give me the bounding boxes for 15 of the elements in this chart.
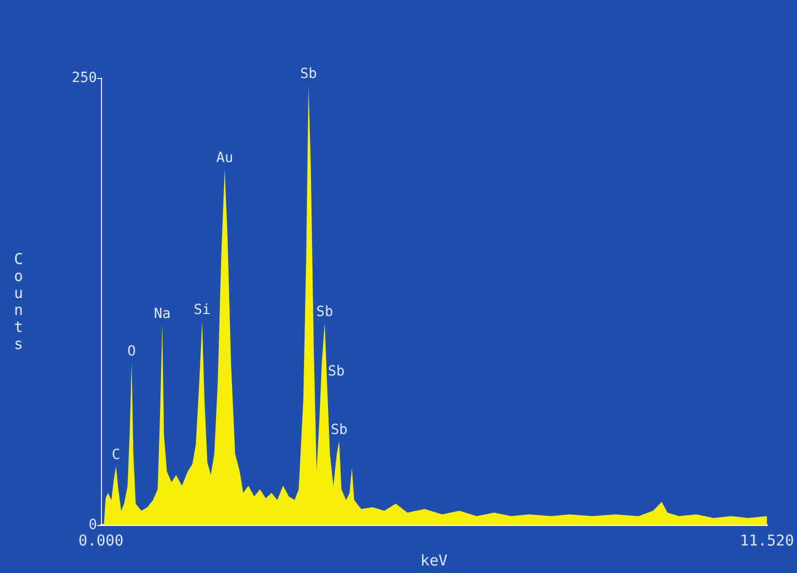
annotation: Sb: [328, 363, 345, 380]
annotation: O: [127, 343, 136, 360]
annotation: Si: [194, 302, 211, 318]
annotation: Na: [154, 306, 171, 322]
annotation: Sb: [316, 304, 334, 320]
y-tick-label: 0: [88, 517, 97, 534]
x-axis-title: keV: [420, 552, 448, 570]
y-axis-title: Counts: [14, 250, 23, 354]
y-tick-label: 250: [72, 70, 97, 86]
annotation: Sb: [300, 66, 317, 82]
annotation: C: [112, 447, 120, 464]
x-tick-label: 11.520: [740, 532, 794, 550]
annotation: Sb: [330, 422, 348, 438]
x-tick-label: 0.000: [78, 532, 124, 550]
annotation: Au: [216, 150, 234, 166]
